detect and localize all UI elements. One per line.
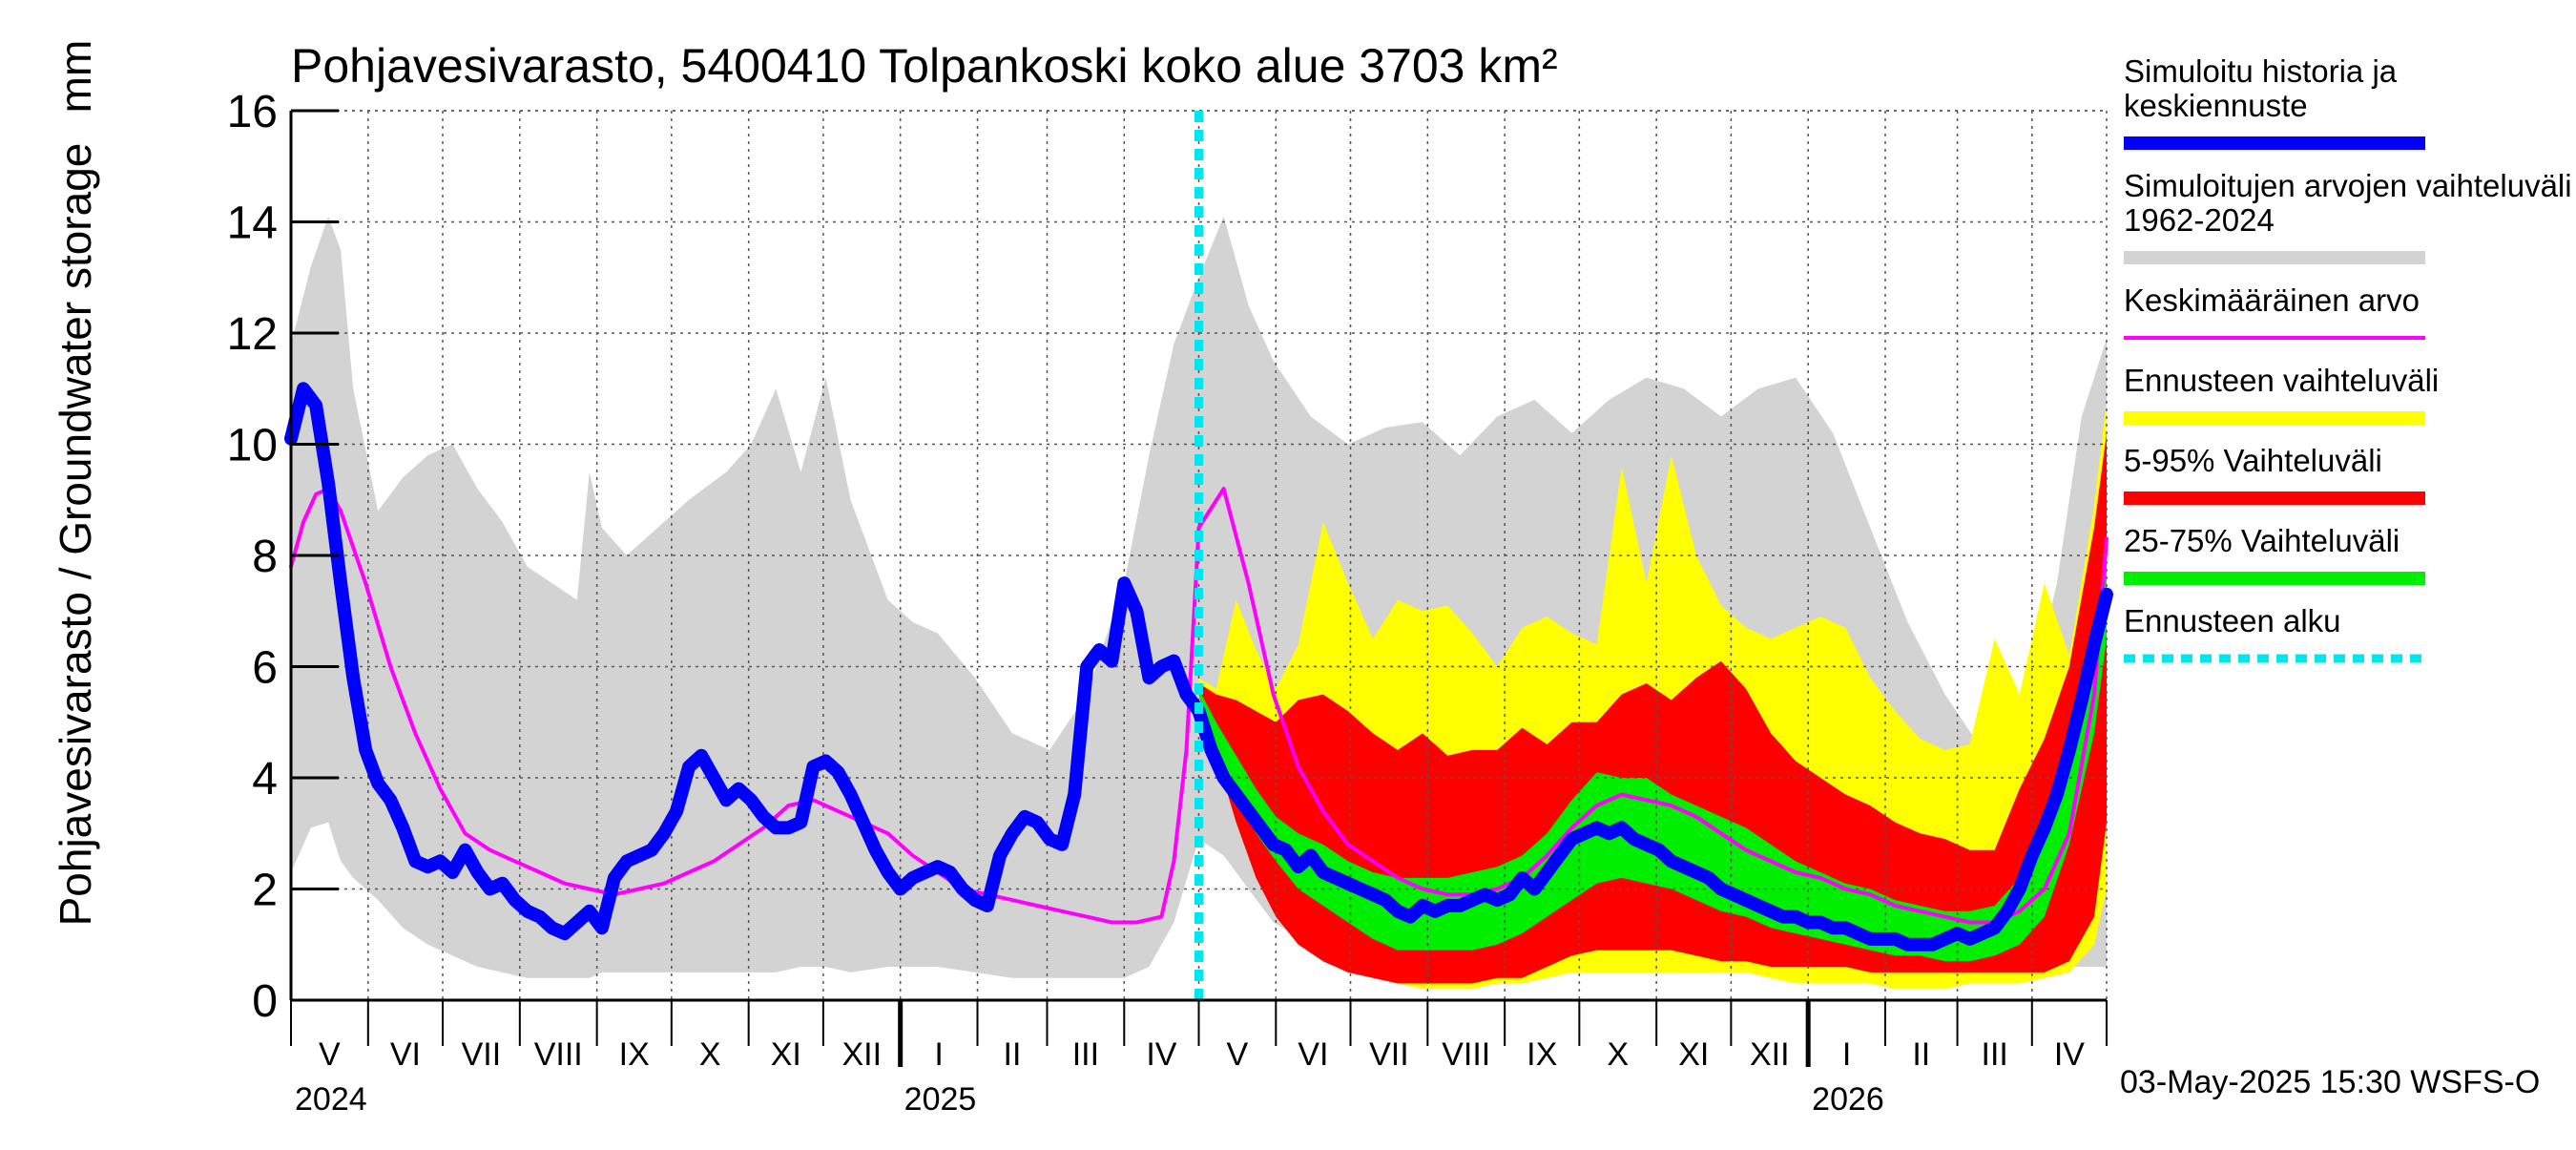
y-tick-label: 0 [252,976,278,1027]
lines-layer [284,111,2113,1000]
month-label: I [934,1036,943,1073]
year-label: 2024 [295,1081,367,1118]
month-label: XII [1750,1036,1790,1073]
legend-label-5-95-vaihteluv-li: 5-95% Vaihteluväli [2124,443,2382,478]
legend-label-simuloitu-historia-ja-keskiennuste: Simuloitu historia ja [2124,53,2398,89]
y-tick-label: 14 [227,199,278,249]
month-label: VI [1298,1036,1328,1073]
month-label: VI [390,1036,421,1073]
month-label: VII [462,1036,502,1073]
month-label: VIII [1442,1036,1490,1073]
legend-label-25-75-vaihteluv-li: 25-75% Vaihteluväli [2124,523,2399,558]
legend-label-ennusteen-alku: Ennusteen alku [2124,603,2341,638]
grid-layer [291,110,2108,1000]
legend-label-keskim-r-inen-arvo: Keskimääräinen arvo [2124,282,2420,318]
month-label: X [1607,1036,1629,1073]
month-label: III [1982,1036,2008,1073]
month-label: VII [1369,1036,1409,1073]
month-label: IX [1527,1036,1557,1073]
legend-label-simuloitujen-arvojen-vaihteluv-li-1962-2024: 1962-2024 [2124,202,2275,238]
legend-label-simuloitujen-arvojen-vaihteluv-li-1962-2024: Simuloitujen arvojen vaihteluväli [2124,168,2572,203]
month-label: V [319,1036,341,1073]
month-label: IV [2054,1036,2085,1073]
month-label: XI [771,1036,801,1073]
y-tick-label: 8 [252,532,278,582]
timestamp-footer: 03-May-2025 15:30 WSFS-O [2120,1064,2540,1100]
month-label: XII [841,1036,882,1073]
y-axis-label: Pohjavesivarasto / Groundwater storage [51,143,100,927]
band-25-75-vaihteluv-li [1198,555,2107,962]
y-tick-label: 6 [252,643,278,694]
y-tick-label: 2 [252,866,278,916]
month-label: V [1227,1036,1249,1073]
month-label: II [1004,1036,1022,1073]
legend-label-simuloitu-historia-ja-keskiennuste: keskiennuste [2124,88,2308,123]
y-tick-label: 16 [227,87,278,137]
chart-title: Pohjavesivarasto, 5400410 Tolpankoski ko… [291,39,1558,93]
month-label: IV [1146,1036,1176,1073]
band-5-95-vaihteluv-li [1198,432,2107,984]
series-keskim-r-inen-arvo [289,487,2109,925]
y-tick-label: 12 [227,309,278,360]
month-label: III [1072,1036,1099,1073]
month-label: XI [1678,1036,1709,1073]
year-label: 2025 [904,1081,977,1118]
month-label: X [699,1036,721,1073]
legend-label-ennusteen-vaihteluv-li: Ennusteen vaihteluväli [2124,363,2439,398]
month-label: VIII [534,1036,583,1073]
y-tick-label: 10 [227,421,278,471]
y-tick-label: 4 [252,754,278,805]
month-label: II [1912,1036,1930,1073]
month-label: I [1842,1036,1851,1073]
year-label: 2026 [1812,1081,1884,1118]
y-axis-unit: mm [51,40,100,114]
month-label: IX [619,1036,650,1073]
